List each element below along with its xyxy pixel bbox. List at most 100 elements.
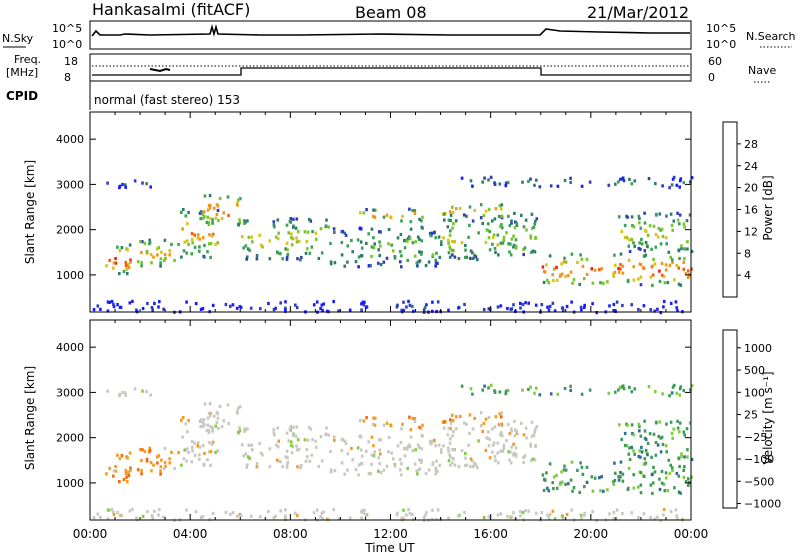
power-cell xyxy=(652,224,656,228)
power-cell xyxy=(479,216,483,220)
power-cell xyxy=(126,272,129,276)
velocity-cell xyxy=(133,387,137,391)
power-colorbar-frame xyxy=(722,121,738,298)
velocity-colorbar-tick-label: 500 xyxy=(744,364,765,377)
velocity-cell xyxy=(295,425,299,429)
power-cell xyxy=(434,236,437,240)
power-cell xyxy=(216,204,220,208)
power-cell xyxy=(367,264,371,268)
velocity-cell xyxy=(676,517,679,521)
velocity-cell xyxy=(96,512,100,516)
power-cell xyxy=(299,258,302,262)
power-cell xyxy=(623,223,627,228)
velocity-cell xyxy=(360,462,364,466)
power-cell xyxy=(448,247,452,251)
power-cell xyxy=(127,262,130,266)
velocity-cell xyxy=(464,456,467,460)
velocity-cell xyxy=(675,391,679,395)
velocity-cell xyxy=(190,460,193,464)
power-cell xyxy=(583,305,586,309)
power-cell xyxy=(209,255,212,259)
power-cell xyxy=(570,252,574,256)
power-cell xyxy=(649,308,652,312)
power-cell xyxy=(360,246,364,250)
power-cell xyxy=(663,281,667,285)
power-cell xyxy=(122,269,126,274)
velocity-cell xyxy=(642,462,646,466)
velocity-cell xyxy=(513,434,517,438)
velocity-cell xyxy=(131,507,134,511)
date-title: 21/Mar/2012 xyxy=(587,3,689,22)
velocity-cell xyxy=(362,511,366,515)
velocity-cell xyxy=(658,420,662,424)
velocity-cell xyxy=(304,459,308,463)
power-cell xyxy=(387,242,390,246)
velocity-cell xyxy=(158,508,161,512)
y-tick-label: 4000 xyxy=(56,133,84,146)
power-cell xyxy=(683,225,686,229)
power-cell xyxy=(683,247,686,251)
power-cell xyxy=(678,179,682,183)
power-cell xyxy=(496,243,499,247)
velocity-cell xyxy=(630,445,633,449)
velocity-cell xyxy=(277,439,280,443)
velocity-cell xyxy=(214,450,217,454)
power-cell xyxy=(671,177,675,181)
velocity-cell xyxy=(529,385,532,389)
power-cell xyxy=(243,219,246,223)
power-cell xyxy=(199,307,203,311)
velocity-cell xyxy=(340,448,344,453)
power-cell xyxy=(303,230,307,234)
power-cell xyxy=(207,223,211,227)
velocity-cell xyxy=(519,509,522,513)
power-cell xyxy=(284,309,287,313)
power-cell xyxy=(199,217,202,221)
velocity-cell xyxy=(633,387,637,391)
power-cell xyxy=(414,240,417,244)
power-cell xyxy=(639,226,643,230)
power-cell xyxy=(180,210,183,214)
power-cell xyxy=(583,303,586,307)
velocity-cell xyxy=(678,421,682,425)
power-cell xyxy=(672,219,676,223)
power-cell xyxy=(96,304,100,308)
power-cell xyxy=(498,224,502,229)
power-cell xyxy=(285,241,289,245)
power-cell xyxy=(642,254,646,258)
velocity-cell xyxy=(305,448,309,452)
power-cell xyxy=(621,271,625,275)
power-cell xyxy=(644,241,648,245)
velocity-cell xyxy=(493,425,497,429)
power-cell xyxy=(651,283,654,287)
power-cell xyxy=(430,231,434,235)
velocity-cell xyxy=(168,457,171,461)
velocity-cell xyxy=(637,516,640,520)
power-cell xyxy=(521,302,525,307)
velocity-cell xyxy=(148,448,152,453)
power-cell xyxy=(569,176,572,180)
velocity-cell xyxy=(214,424,218,428)
velocity-cell xyxy=(687,483,690,487)
power-cell xyxy=(182,249,186,253)
velocity-cell xyxy=(337,517,340,521)
velocity-cell xyxy=(452,457,455,461)
power-cell xyxy=(451,210,455,215)
power-cell xyxy=(672,175,676,179)
velocity-cell xyxy=(558,482,562,486)
power-cell xyxy=(525,228,528,232)
velocity-cell xyxy=(163,467,166,471)
power-cell xyxy=(656,235,660,239)
power-cell xyxy=(422,308,426,312)
velocity-cell xyxy=(106,508,110,512)
velocity-cell xyxy=(509,450,512,454)
velocity-cell xyxy=(425,511,428,515)
velocity-cell xyxy=(141,389,144,393)
power-cell xyxy=(673,278,676,282)
power-cell xyxy=(512,245,515,249)
power-cell xyxy=(579,253,582,257)
power-cell xyxy=(615,300,619,304)
power-cell xyxy=(530,212,534,216)
power-cell xyxy=(532,225,536,229)
power-cell xyxy=(442,212,446,216)
power-cell xyxy=(285,257,289,261)
